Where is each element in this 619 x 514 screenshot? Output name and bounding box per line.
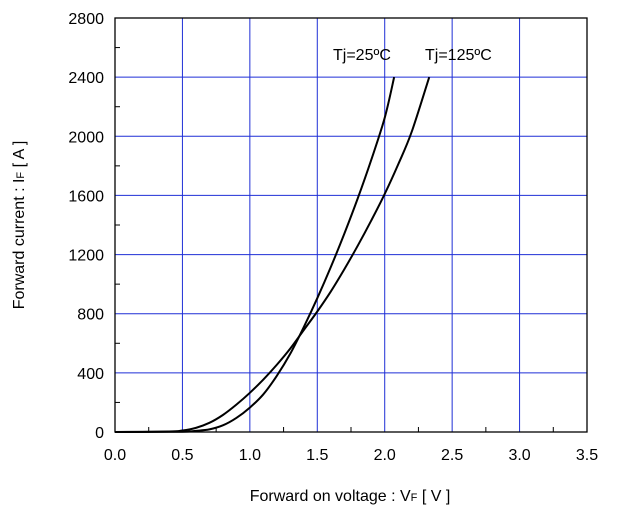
series-line-1: [114, 76, 431, 433]
x-tick-labels: 0.0 0.5 1.0 1.5 2.0 2.5 3.0 3.5: [104, 447, 598, 464]
y-axis-label: Forward current : IF [ A ]: [11, 141, 28, 310]
y-tick-labels: 0 400 800 1200 1600 2000 2400 2800: [68, 11, 104, 442]
y-tick-label: 1600: [68, 188, 104, 205]
x-tick-label: 0.0: [104, 447, 126, 464]
y-tick-label: 2800: [68, 11, 104, 28]
y-tick-label: 1200: [68, 248, 104, 265]
y-tick-label: 2000: [68, 129, 104, 146]
series-line-0: [114, 76, 396, 433]
y-tick-label: 800: [77, 307, 104, 324]
x-tick-label: 3.0: [508, 447, 530, 464]
x-tick-label: 3.5: [576, 447, 598, 464]
x-tick-label: 1.5: [306, 447, 328, 464]
series-curves: [114, 76, 431, 433]
x-tick-label: 0.5: [171, 447, 193, 464]
series-label-tj25: Tj=25ºC: [333, 47, 391, 64]
x-tick-label: 2.5: [441, 447, 463, 464]
y-tick-label: 0: [95, 425, 104, 442]
series-label-tj125: Tj=125ºC: [425, 47, 492, 64]
x-tick-label: 1.0: [239, 447, 261, 464]
x-axis-label: Forward on voltage : VF [ V ]: [250, 488, 451, 505]
grid-lines: [115, 18, 587, 432]
x-tick-label: 2.0: [374, 447, 396, 464]
plot-frame: [114, 17, 588, 433]
y-tick-label: 400: [77, 366, 104, 383]
minor-tick-marks: [115, 47, 554, 432]
y-tick-label: 2400: [68, 70, 104, 87]
